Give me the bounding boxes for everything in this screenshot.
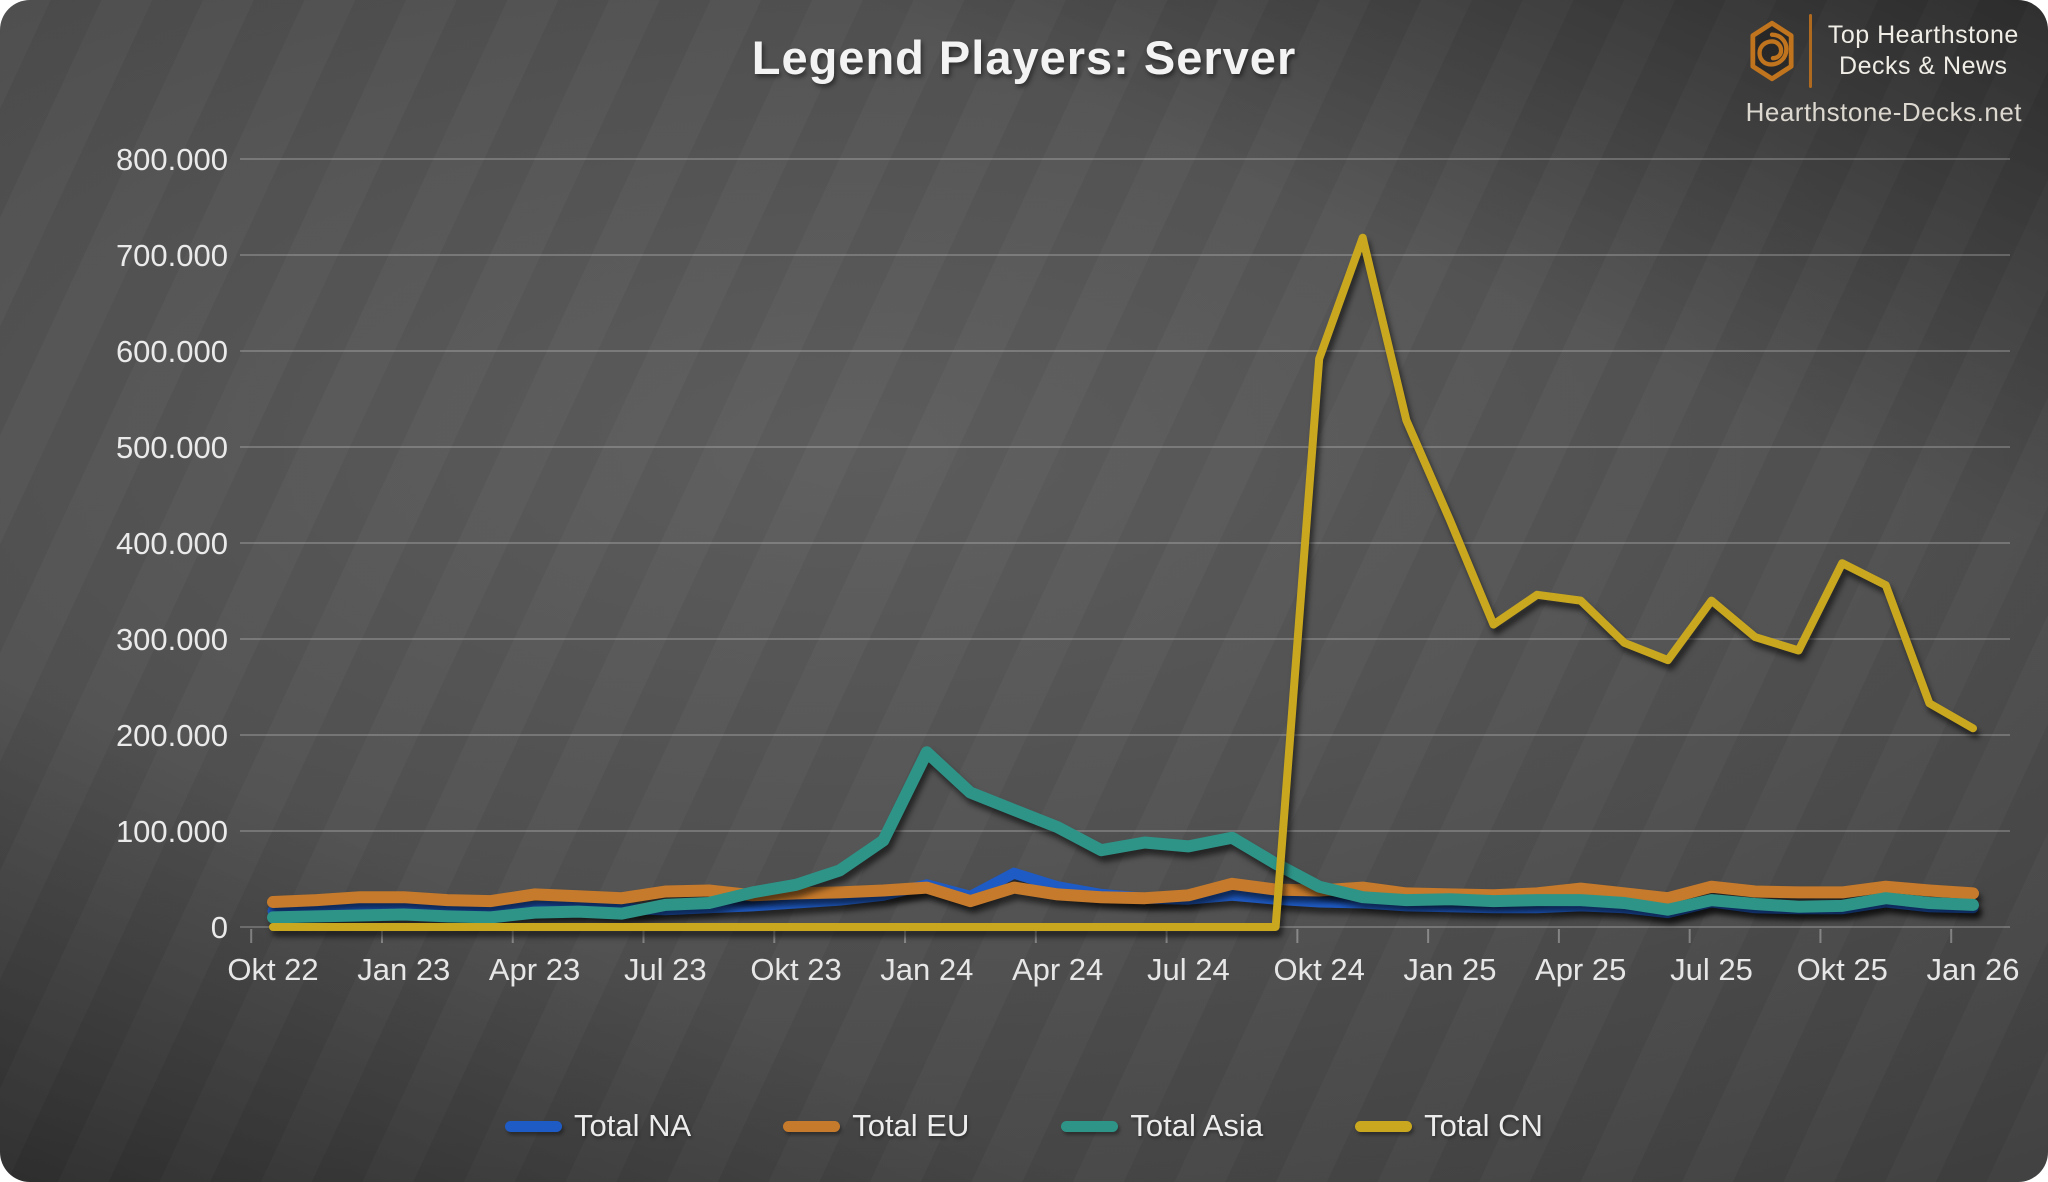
legend-item-total-eu: Total EU (783, 1108, 969, 1144)
site-logo: Top Hearthstone Decks & News Hearthstone… (1746, 14, 2022, 128)
series-line-total-cn (269, 233, 1977, 931)
x-axis-label: Apr 25 (1535, 952, 1626, 987)
x-axis-label: Jan 26 (1926, 952, 2019, 987)
x-axis-label: Jul 24 (1147, 952, 1230, 987)
series-line-total-asia (267, 746, 1979, 924)
y-axis-label: 700.000 (116, 238, 228, 273)
legend-item-total-na: Total NA (505, 1108, 691, 1144)
legend-label: Total EU (852, 1108, 970, 1143)
logo-site-url: Hearthstone-Decks.net (1745, 97, 2022, 127)
logo-line1: Top Hearthstone (1827, 21, 2019, 49)
y-axis-label: 400.000 (116, 526, 228, 561)
y-axis-label: 500.000 (116, 430, 228, 465)
legend-swatch (783, 1120, 841, 1132)
x-axis-label: Jan 25 (1403, 952, 1496, 987)
legend-item-total-asia: Total Asia (1061, 1108, 1263, 1144)
y-axis-label: 300.000 (116, 622, 228, 657)
y-axis-label: 200.000 (116, 718, 228, 753)
x-axis-label: Apr 23 (489, 952, 580, 987)
legend-label: Total CN (1424, 1108, 1543, 1143)
x-axis-label: Jul 25 (1670, 952, 1753, 987)
logo-divider (1808, 14, 1812, 88)
y-axis-label: 800.000 (116, 142, 228, 177)
x-axis-label: Okt 24 (1273, 952, 1364, 987)
chart-legend: Total NA Total EU Total Asia Total CN (0, 1108, 2048, 1144)
x-axis-label: Apr 24 (1012, 952, 1103, 987)
y-axis-label: 0 (211, 910, 228, 945)
series-line-total-eu (267, 877, 1979, 908)
x-axis-label: Okt 23 (750, 952, 841, 987)
x-axis-label: Okt 22 (227, 952, 318, 987)
legend-label: Total Asia (1130, 1108, 1264, 1143)
y-axis-label: 600.000 (116, 334, 228, 369)
x-axis-label: Jan 23 (357, 952, 450, 987)
page-title: Legend Players: Server (751, 31, 1297, 84)
legend-label: Total NA (574, 1108, 692, 1143)
legend-swatch (505, 1120, 563, 1132)
hearthstone-swirl-icon (1750, 20, 1794, 82)
legend-item-total-cn: Total CN (1355, 1108, 1543, 1144)
x-axis-label: Jul 23 (624, 952, 707, 987)
legend-swatch (1355, 1120, 1413, 1132)
logo-line2: Decks & News (1839, 52, 2008, 80)
x-axis-label: Jan 24 (880, 952, 973, 987)
x-axis-label: Okt 25 (1797, 952, 1888, 987)
y-axis-label: 100.000 (116, 814, 228, 849)
legend-swatch (1061, 1120, 1119, 1132)
